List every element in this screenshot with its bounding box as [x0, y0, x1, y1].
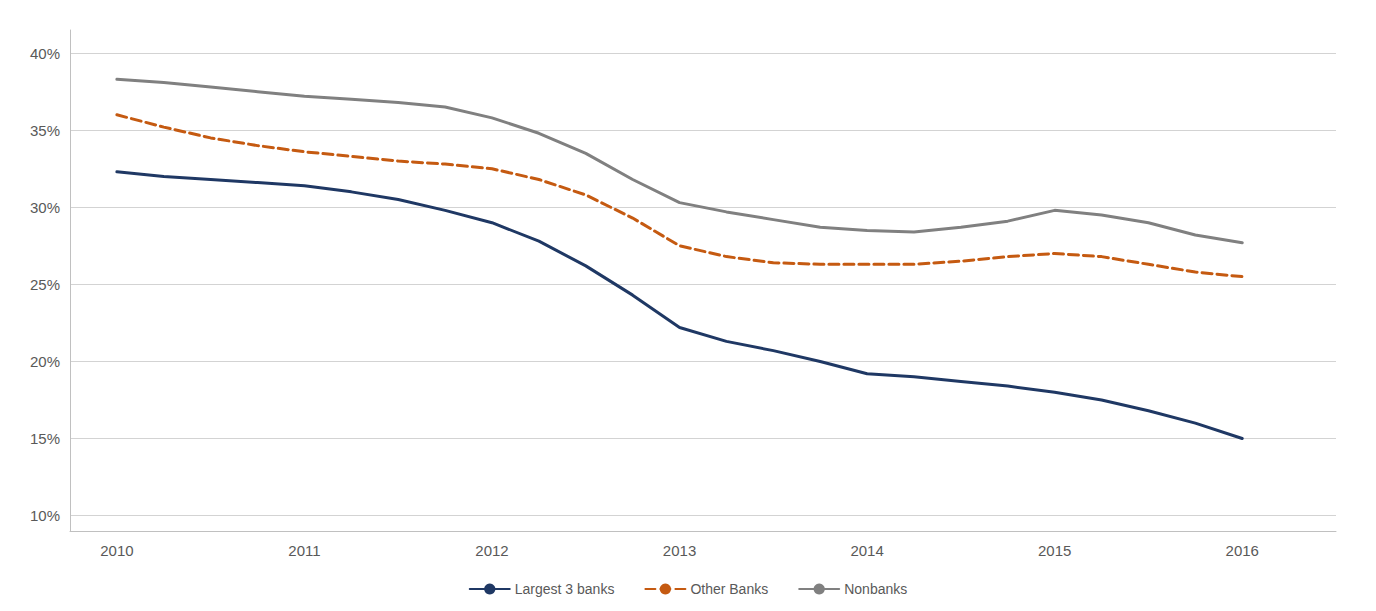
svg-text:20%: 20% [30, 353, 60, 370]
svg-text:2010: 2010 [100, 542, 133, 559]
svg-text:2014: 2014 [850, 542, 883, 559]
svg-text:2015: 2015 [1038, 542, 1071, 559]
svg-text:30%: 30% [30, 199, 60, 216]
svg-text:Nonbanks: Nonbanks [844, 581, 907, 597]
svg-text:25%: 25% [30, 276, 60, 293]
svg-text:2013: 2013 [663, 542, 696, 559]
svg-text:40%: 40% [30, 45, 60, 62]
svg-text:10%: 10% [30, 507, 60, 524]
svg-text:2011: 2011 [288, 542, 320, 559]
svg-text:2016: 2016 [1226, 542, 1259, 559]
svg-text:35%: 35% [30, 122, 60, 139]
svg-text:Other Banks: Other Banks [690, 581, 768, 597]
svg-text:2012: 2012 [475, 542, 508, 559]
svg-text:15%: 15% [30, 430, 60, 447]
svg-text:Largest 3 banks: Largest 3 banks [515, 581, 615, 597]
